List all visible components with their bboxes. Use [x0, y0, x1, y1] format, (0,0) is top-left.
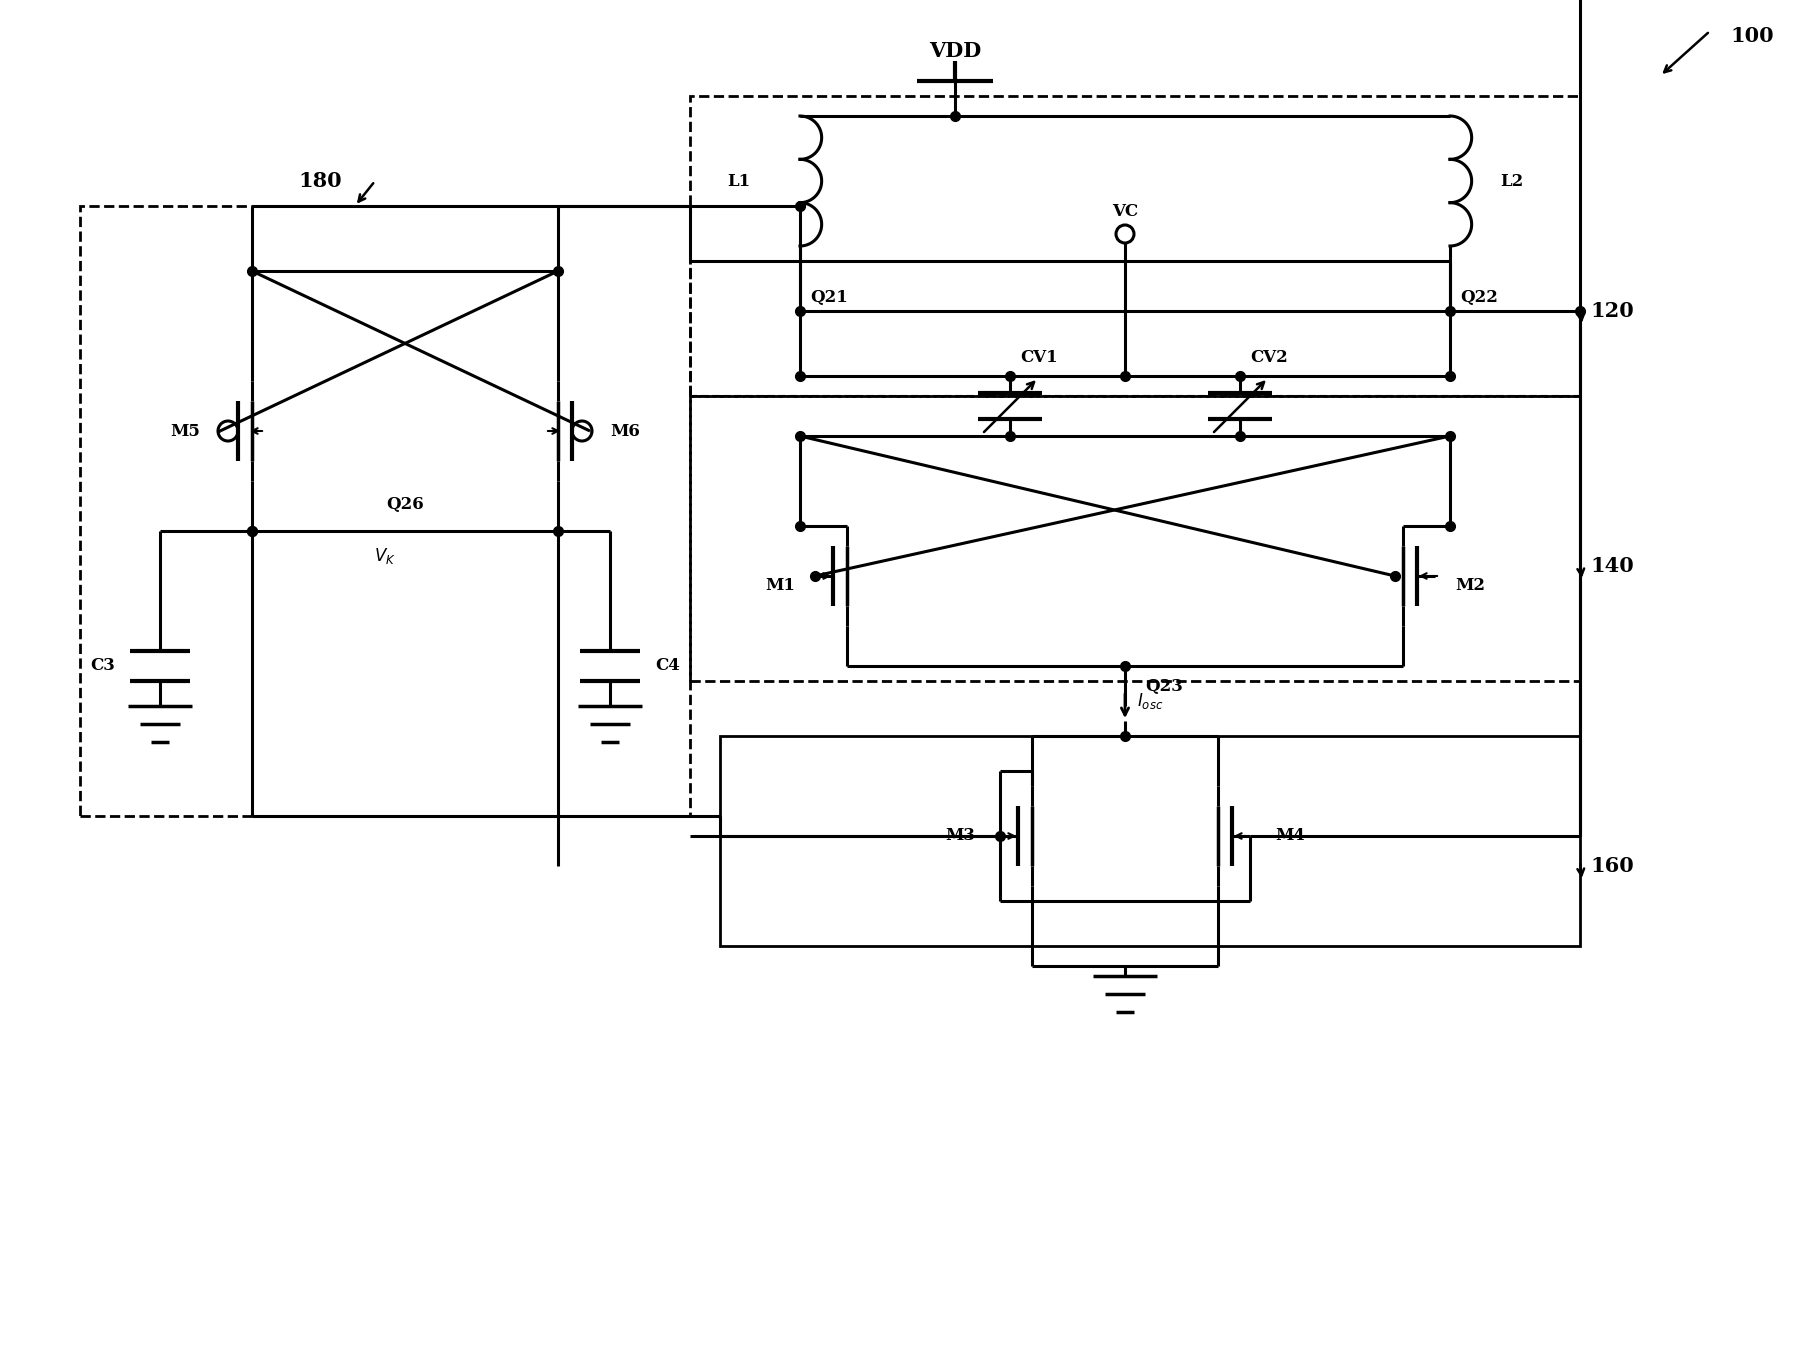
- Text: CV1: CV1: [1019, 348, 1057, 366]
- Text: 180: 180: [298, 171, 342, 191]
- Text: 160: 160: [1591, 856, 1634, 876]
- Text: M5: M5: [169, 422, 200, 440]
- Text: VDD: VDD: [928, 41, 981, 61]
- Text: L1: L1: [726, 172, 750, 190]
- Bar: [721, 736, 1580, 947]
- Bar: [690, 96, 1580, 396]
- Text: L2: L2: [1500, 172, 1523, 190]
- Text: Q26: Q26: [386, 496, 424, 514]
- Text: C3: C3: [91, 657, 115, 675]
- Text: Q23: Q23: [1145, 678, 1183, 695]
- Text: Q21: Q21: [810, 290, 848, 306]
- Text: CV2: CV2: [1250, 348, 1289, 366]
- Text: 140: 140: [1591, 556, 1634, 576]
- Text: M2: M2: [1454, 578, 1485, 594]
- Text: VC: VC: [1112, 202, 1138, 220]
- Text: $I_{osc}$: $I_{osc}$: [1138, 691, 1163, 710]
- Text: 100: 100: [1731, 26, 1774, 46]
- Text: M6: M6: [610, 422, 641, 440]
- Bar: [80, 206, 690, 816]
- Text: M4: M4: [1276, 828, 1305, 844]
- Text: M1: M1: [764, 578, 795, 594]
- Text: $V_K$: $V_K$: [375, 546, 397, 566]
- Text: Q22: Q22: [1460, 290, 1498, 306]
- Text: M3: M3: [945, 828, 976, 844]
- Bar: [690, 396, 1580, 682]
- Text: C4: C4: [655, 657, 679, 675]
- Text: 120: 120: [1591, 301, 1634, 321]
